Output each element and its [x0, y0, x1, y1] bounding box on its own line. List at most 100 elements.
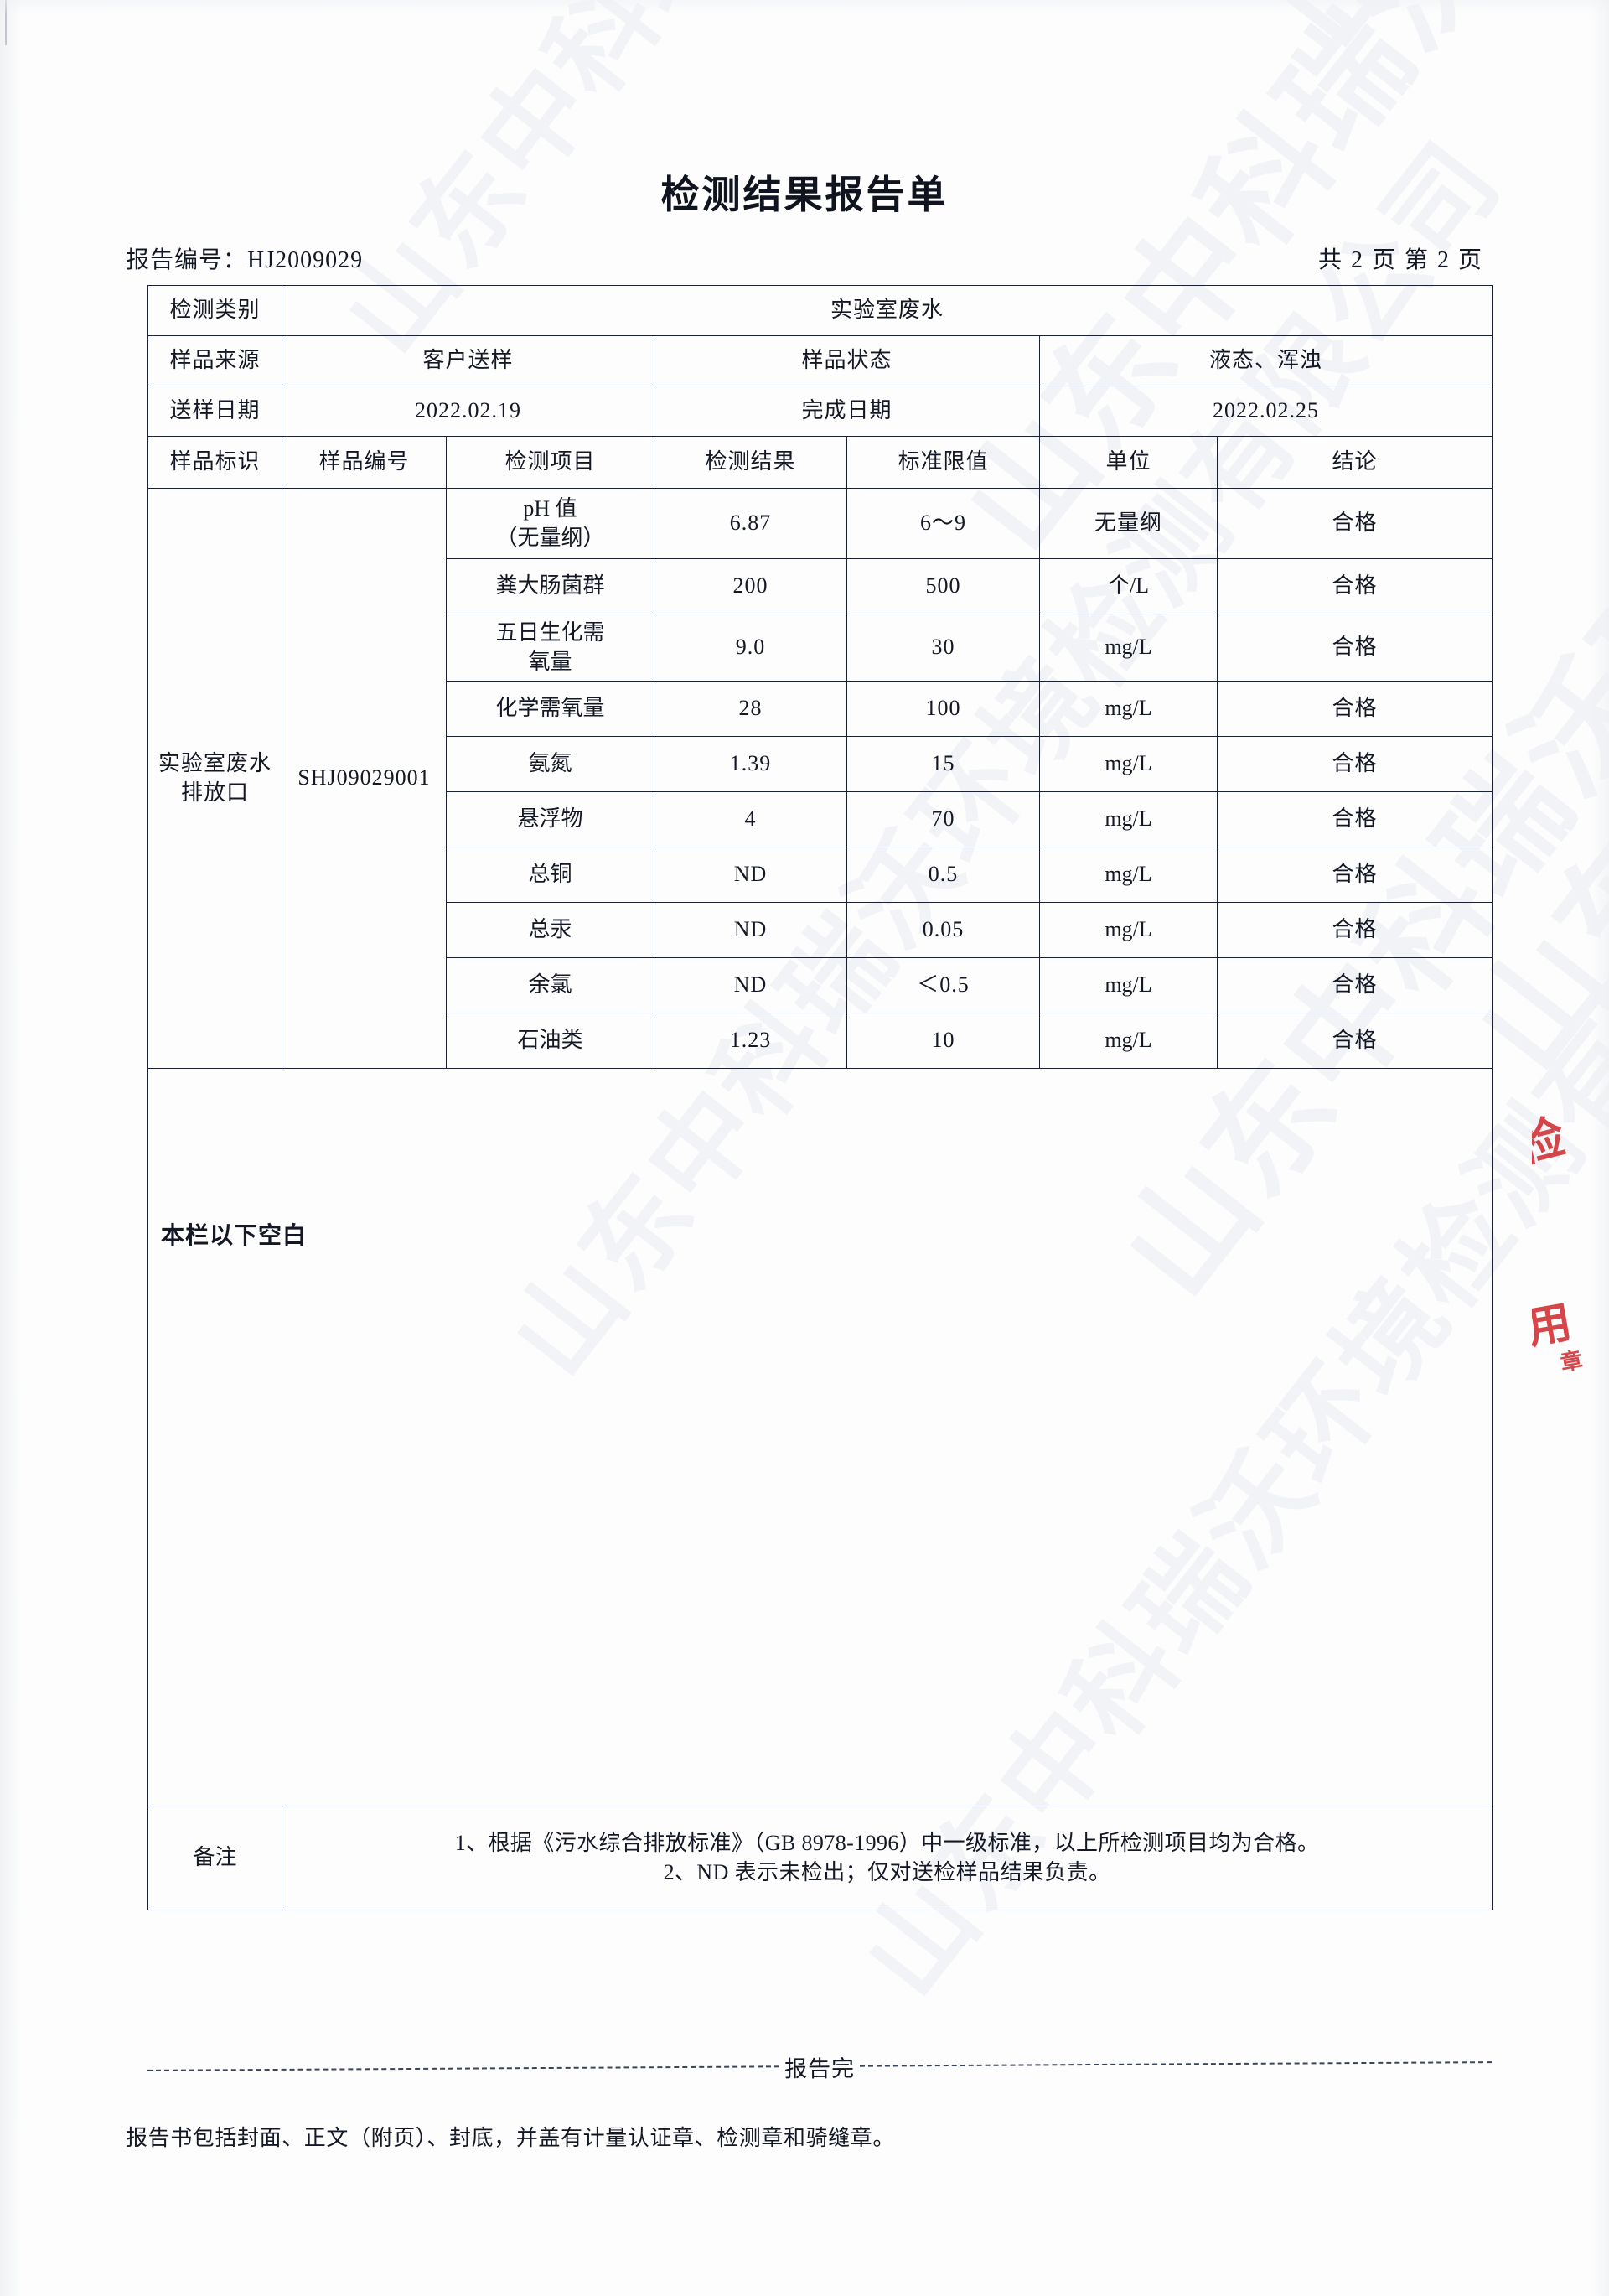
cell-category-value: 实验室废水 [281, 285, 1493, 336]
cell-limit: ＜0.5 [846, 957, 1040, 1013]
table-row: 悬浮物 4 70 mg/L 合格 [148, 791, 1493, 847]
cell-conclusion: 合格 [1216, 1013, 1493, 1069]
item-line-1: 五日生化需 [495, 620, 605, 645]
cell-item: 总汞 [446, 902, 654, 958]
cell-unit: mg/L [1039, 736, 1218, 792]
cell-unit: mg/L [1039, 1013, 1218, 1069]
cell-conclusion: 合格 [1216, 558, 1493, 614]
cell-limit: 70 [846, 791, 1040, 847]
cell-conclusion: 合格 [1216, 736, 1493, 792]
remarks-line-2: 2、ND 表示未检出；仅对送检样品结果负责。 [663, 1859, 1111, 1884]
cell-unit: 个/L [1039, 558, 1218, 614]
cell-sample-mark: 实验室废水 排放口 [147, 488, 282, 1069]
cell-result: 200 [654, 558, 847, 614]
cell-conclusion: 合格 [1216, 614, 1493, 682]
page-indicator: 共 2 页 第 2 页 [1317, 247, 1483, 273]
cell-submit-date-label: 送样日期 [147, 386, 282, 437]
cell-unit: mg/L [1039, 614, 1218, 682]
cell-result: 1.39 [654, 736, 847, 792]
footer-note: 报告书包括封面、正文（附页）、封底，并盖有计量认证章、检测章和骑缝章。 [126, 2126, 896, 2150]
cell-result: ND [654, 957, 847, 1013]
dashed-line-left [147, 2065, 780, 2071]
cell-conclusion: 合格 [1216, 681, 1493, 737]
cell-item: 总铜 [446, 847, 654, 903]
page-crease-mark [5, 0, 7, 45]
column-header-result: 检测结果 [654, 436, 847, 489]
table-row-remarks: 备注 1、根据《污水综合排放标准》（GB 8978-1996）中一级标准，以上所… [147, 1806, 1493, 1910]
cell-limit: 15 [846, 736, 1040, 792]
item-line-2: 氧量 [528, 649, 572, 674]
cell-result: 4 [654, 791, 847, 847]
table-row-dates: 送样日期 2022.02.19 完成日期 2022.02.25 [147, 386, 1493, 437]
end-of-report-divider: 报告完 [147, 2048, 1492, 2085]
sample-mark-line-1: 实验室废水 [158, 751, 272, 776]
table-row: 总铜 ND 0.5 mg/L 合格 [148, 847, 1493, 903]
column-header-sample-mark: 样品标识 [147, 436, 282, 489]
cell-item: 化学需氧量 [446, 681, 654, 737]
item-line-2: （无量纲） [495, 525, 605, 550]
cell-submit-date-value: 2022.02.19 [282, 386, 654, 437]
report-number-value: HJ2009029 [247, 247, 364, 273]
report-number: 报告编号：HJ2009029 [126, 241, 363, 275]
cell-limit: 0.05 [846, 902, 1040, 958]
cell-unit: 无量纲 [1039, 488, 1218, 559]
table-row-category: 检测类别 实验室废水 [147, 285, 1493, 336]
cell-source-value: 客户送样 [282, 335, 654, 386]
cell-blank-area [147, 1068, 1493, 1806]
column-header-sample-no: 样品编号 [282, 436, 447, 489]
column-header-unit: 单位 [1039, 436, 1218, 489]
cell-result: 6.87 [654, 488, 847, 559]
cell-remarks-body: 1、根据《污水综合排放标准》（GB 8978-1996）中一级标准，以上所检测项… [281, 1806, 1493, 1910]
cell-item: 粪大肠菌群 [446, 558, 654, 614]
cell-limit: 100 [846, 681, 1040, 737]
cell-item: 石油类 [446, 1013, 654, 1069]
cell-limit: 500 [846, 558, 1040, 614]
item-line-1: pH 值 [523, 496, 577, 521]
cell-category-label: 检测类别 [147, 285, 282, 336]
cell-conclusion: 合格 [1216, 488, 1493, 559]
cell-item: 氨氮 [446, 736, 654, 792]
blank-area-note: 本栏以下空白 [161, 1223, 308, 1249]
column-header-item: 检测项目 [446, 436, 654, 489]
table-row: 五日生化需 氧量 9.0 30 mg/L 合格 [148, 614, 1493, 682]
cell-item: 五日生化需 氧量 [446, 614, 654, 682]
cell-conclusion: 合格 [1216, 791, 1493, 847]
table-row: 氨氮 1.39 15 mg/L 合格 [148, 736, 1493, 792]
cell-item: 悬浮物 [446, 791, 654, 847]
cell-result: 28 [654, 681, 847, 737]
cell-remarks-label: 备注 [147, 1806, 282, 1910]
report-number-label: 报告编号： [126, 247, 248, 273]
table-row: 余氯 ND ＜0.5 mg/L 合格 [148, 957, 1493, 1013]
sample-mark-line-2: 排放口 [180, 780, 249, 805]
cell-result: 9.0 [654, 614, 847, 682]
table-row: 总汞 ND 0.05 mg/L 合格 [148, 902, 1493, 958]
table-row-blank-area [147, 1068, 1493, 1806]
page-title: 检测结果报告单 [660, 174, 949, 216]
cell-conclusion: 合格 [1216, 847, 1493, 903]
cell-unit: mg/L [1039, 957, 1218, 1013]
cell-limit: 30 [846, 614, 1040, 682]
cell-result: 1.23 [654, 1013, 847, 1069]
cell-item: pH 值 （无量纲） [446, 488, 654, 559]
table-row-source: 样品来源 客户送样 样品状态 液态、浑浊 [147, 335, 1493, 386]
cell-unit: mg/L [1039, 791, 1218, 847]
cell-complete-date-value: 2022.02.25 [1038, 386, 1493, 437]
cell-conclusion: 合格 [1216, 957, 1493, 1013]
cell-unit: mg/L [1039, 681, 1218, 737]
remarks-line-1: 1、根据《污水综合排放标准》（GB 8978-1996）中一级标准，以上所检测项… [454, 1831, 1320, 1856]
report-table: 检测类别 实验室废水 样品来源 客户送样 样品状态 液态、浑浊 送样日期 202… [147, 285, 1493, 1910]
cell-limit: 6～9 [846, 488, 1040, 559]
end-of-report-label: 报告完 [784, 2055, 856, 2081]
cell-result: ND [654, 902, 847, 958]
cell-conclusion: 合格 [1216, 902, 1493, 958]
cell-state-value: 液态、浑浊 [1038, 335, 1493, 386]
cell-limit: 10 [846, 1013, 1040, 1069]
cell-sample-no: SHJ09029001 [282, 488, 447, 1069]
cell-result: ND [654, 847, 847, 903]
cell-limit: 0.5 [846, 847, 1040, 903]
table-header-row: 样品标识 样品编号 检测项目 检测结果 标准限值 单位 结论 [147, 436, 1493, 489]
cell-source-label: 样品来源 [147, 335, 282, 386]
table-row: 实验室废水 排放口 SHJ09029001 pH 值 （无量纲） 6.87 6～… [147, 488, 1493, 1069]
cell-state-label: 样品状态 [654, 335, 1040, 386]
